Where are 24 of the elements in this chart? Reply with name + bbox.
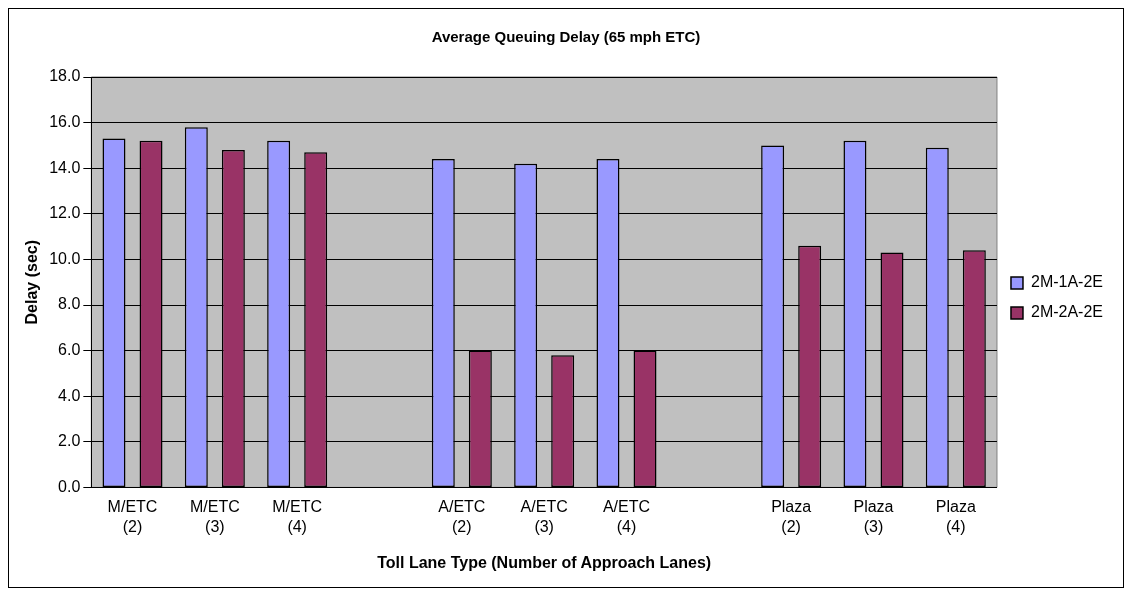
y-tick-label: 16.0 <box>49 113 81 131</box>
y-tick-label: 0.0 <box>58 477 81 495</box>
y-tick-label: 10.0 <box>49 249 81 267</box>
x-tick-label: A/ETC (3) <box>520 498 568 535</box>
y-tick-label: 4.0 <box>58 386 81 404</box>
x-tick-label: Plaza (4) <box>935 498 976 535</box>
x-tick-label: A/ETC (4) <box>602 498 651 535</box>
y-tick-label: 8.0 <box>58 295 81 313</box>
y-tick-label: 2.0 <box>58 432 81 450</box>
legend-label: 2M-2A-2E <box>1030 303 1104 321</box>
x-axis-title: Toll Lane Type (Number of Approach Lanes) <box>377 553 712 571</box>
x-tick-label: Plaza (2) <box>771 498 812 535</box>
legend-label: 2M-1A-2E <box>1030 273 1104 291</box>
x-tick-label: A/ETC (2) <box>438 498 486 535</box>
y-axis-title: Delay (sec) <box>23 239 41 325</box>
chart-title: Average Queuing Delay (65 mph ETC) <box>431 28 701 46</box>
x-tick-label: M/ETC (2) <box>107 498 158 535</box>
y-tick-label: 6.0 <box>58 341 81 359</box>
x-tick-label: M/ETC (4) <box>272 498 323 535</box>
y-tick-label: 12.0 <box>49 204 81 222</box>
y-tick-label: 18.0 <box>49 67 81 85</box>
y-tick-label: 14.0 <box>49 158 81 176</box>
x-tick-label: M/ETC (3) <box>189 498 240 535</box>
x-tick-label: Plaza (3) <box>853 498 894 535</box>
